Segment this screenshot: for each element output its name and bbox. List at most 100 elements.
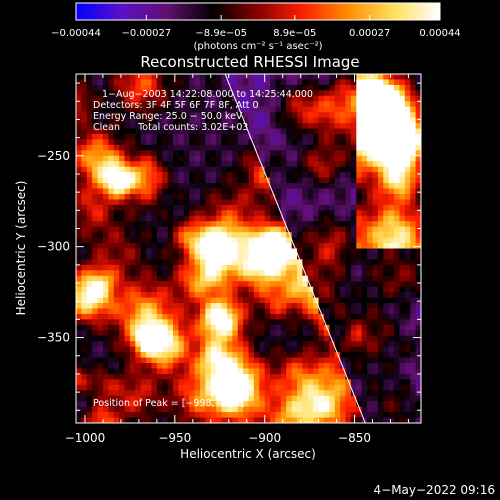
heatmap-cell <box>135 401 142 408</box>
heatmap-cell <box>205 373 212 380</box>
heatmap-cell <box>129 123 136 130</box>
heatmap-cell <box>264 313 271 320</box>
y-tick-label: −300 <box>37 240 70 254</box>
heatmap-cell <box>259 188 266 195</box>
heatmap-cell <box>151 292 158 299</box>
heatmap-cell <box>323 155 330 162</box>
heatmap-cell <box>92 303 99 310</box>
heatmap-cell <box>151 363 158 370</box>
heatmap-cell <box>248 373 255 380</box>
heatmap-cell <box>318 150 325 157</box>
heatmap-cell <box>329 117 336 124</box>
heatmap-cell <box>199 95 206 102</box>
heatmap-cell <box>86 417 93 423</box>
heatmap-cell <box>221 133 228 141</box>
heatmap-cell <box>275 401 282 408</box>
heatmap-cell <box>92 101 99 108</box>
heatmap-cell <box>297 417 304 423</box>
heatmap-cell <box>372 101 379 108</box>
heatmap-cell <box>297 199 304 206</box>
heatmap-cell <box>102 226 109 233</box>
heatmap-cell <box>313 221 320 228</box>
heatmap-cell <box>81 221 88 228</box>
heatmap-cell <box>377 264 384 271</box>
heatmap-cell <box>313 324 320 331</box>
heatmap-cell <box>237 308 244 315</box>
heatmap-cell <box>334 193 341 201</box>
heatmap-cell <box>313 390 320 397</box>
heatmap-cell <box>280 390 287 397</box>
heatmap-cell <box>124 237 131 244</box>
heatmap-cell <box>297 390 304 397</box>
heatmap-cell <box>340 384 347 391</box>
heatmap-cell <box>119 412 126 419</box>
heatmap-cell <box>286 313 293 320</box>
heatmap-cell <box>76 172 82 179</box>
heatmap-cell <box>302 221 309 228</box>
heatmap-cell <box>135 150 142 157</box>
heatmap-cell <box>340 335 347 342</box>
heatmap-cell <box>146 204 153 211</box>
heatmap-cell <box>221 226 228 233</box>
heatmap-cell <box>275 243 282 250</box>
heatmap-cell <box>275 352 282 359</box>
heatmap-cell <box>178 292 185 299</box>
heatmap-cell <box>210 253 217 261</box>
heatmap-cell <box>156 275 163 282</box>
heatmap-cell <box>345 188 352 195</box>
heatmap-cell <box>199 215 206 222</box>
heatmap-cell <box>307 133 314 141</box>
heatmap-cell <box>135 204 142 211</box>
heatmap-cell <box>119 270 126 277</box>
heatmap-cell <box>129 330 136 337</box>
heatmap-cell <box>297 313 304 320</box>
heatmap-cell <box>189 346 196 353</box>
heatmap-cell <box>372 275 379 282</box>
heatmap-cell <box>345 319 352 326</box>
heatmap-cell <box>253 139 260 146</box>
heatmap-cell <box>404 84 411 91</box>
heatmap-cell <box>97 199 104 206</box>
heatmap-cell <box>178 90 185 97</box>
heatmap-cell <box>394 177 401 184</box>
heatmap-cell <box>92 150 99 157</box>
heatmap-cell <box>286 221 293 228</box>
heatmap-cell <box>129 210 136 217</box>
heatmap-cell <box>124 281 131 288</box>
heatmap-cell <box>178 117 185 124</box>
heatmap-cell <box>345 74 352 81</box>
heatmap-cell <box>302 144 309 151</box>
heatmap-cell <box>216 264 223 271</box>
heatmap-cell <box>307 319 314 326</box>
heatmap-cell <box>189 150 196 157</box>
heatmap-cell <box>280 417 287 423</box>
heatmap-cell <box>237 401 244 408</box>
heatmap-cell <box>286 281 293 288</box>
heatmap-cell <box>377 183 384 190</box>
heatmap-cell <box>183 248 190 255</box>
heatmap-cell <box>394 330 401 337</box>
heatmap-cell <box>345 193 352 201</box>
heatmap-cell <box>367 303 374 310</box>
heatmap-cell <box>361 401 368 408</box>
heatmap-cell <box>167 286 174 293</box>
heatmap-cell <box>81 139 88 146</box>
heatmap-cell <box>140 379 147 386</box>
heatmap-cell <box>345 84 352 91</box>
heatmap-cell <box>140 341 147 348</box>
heatmap-cell <box>216 292 223 299</box>
heatmap-cell <box>156 406 163 413</box>
heatmap-cell <box>226 150 233 157</box>
heatmap-cell <box>248 248 255 255</box>
heatmap-cell <box>205 232 212 239</box>
heatmap-cell <box>388 210 395 217</box>
heatmap-cell <box>383 133 390 141</box>
heatmap-cell <box>323 183 330 190</box>
heatmap-cell <box>178 390 185 397</box>
heatmap-cell <box>248 215 255 222</box>
heatmap-cell <box>340 253 347 261</box>
heatmap-cell <box>367 297 374 304</box>
heatmap-cell <box>367 166 374 173</box>
heatmap-cell <box>183 373 190 380</box>
heatmap-cell <box>297 264 304 271</box>
